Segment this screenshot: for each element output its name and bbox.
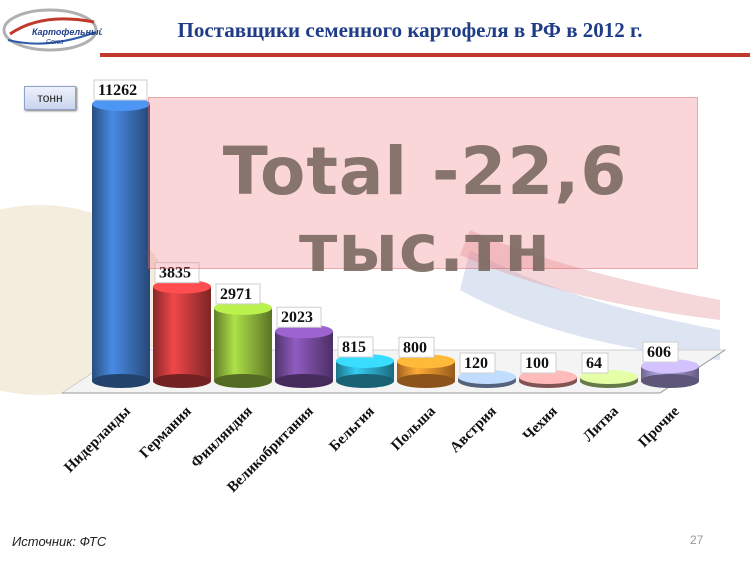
- page-number: 27: [690, 533, 704, 547]
- logo-subtext: Союз: [46, 39, 64, 46]
- category-label-10: Прочие: [636, 403, 684, 451]
- category-label-8: Чехия: [520, 404, 561, 445]
- category-label-9: Литва: [580, 403, 622, 445]
- value-label-8: 100: [520, 352, 557, 374]
- value-label-10: 606: [642, 341, 679, 363]
- source-note: Источник: ФТС: [12, 534, 107, 549]
- svg-text:815: 815: [342, 339, 366, 356]
- value-label-1: 11262: [93, 79, 148, 101]
- category-label-2: Германия: [137, 404, 195, 462]
- value-label-4: 2023: [276, 306, 322, 328]
- value-label-2: 3835: [154, 262, 200, 284]
- svg-text:2023: 2023: [281, 309, 313, 326]
- unit-label: тонн: [24, 86, 76, 110]
- total-banner: Total -22,6 тыс.тн: [222, 133, 628, 287]
- category-label-1: Нидерланды: [61, 403, 134, 476]
- svg-text:100: 100: [525, 355, 549, 372]
- bar-3: [214, 300, 272, 388]
- kartofelny-soyuz-logo: Картофельный Союз: [2, 8, 102, 52]
- category-label-5: Бельгия: [327, 404, 378, 455]
- svg-text:64: 64: [586, 355, 602, 372]
- bar-2: [153, 279, 211, 388]
- bar-10: [641, 359, 699, 388]
- svg-text:120: 120: [464, 355, 488, 372]
- value-label-9: 64: [581, 352, 609, 374]
- value-label-5: 815: [337, 336, 374, 358]
- value-label-7: 120: [459, 352, 496, 374]
- svg-text:11262: 11262: [98, 82, 137, 99]
- bar-5: [336, 353, 394, 388]
- category-label-7: Австрия: [447, 404, 500, 457]
- svg-text:800: 800: [403, 339, 427, 356]
- bar-6: [397, 354, 455, 388]
- header-bar: [0, 0, 750, 57]
- value-label-6: 800: [398, 336, 435, 358]
- svg-text:2971: 2971: [220, 286, 252, 303]
- category-label-6: Польша: [388, 403, 439, 454]
- value-label-3: 2971: [215, 283, 261, 305]
- logo-text: Картофельный: [32, 27, 102, 37]
- svg-text:606: 606: [647, 344, 671, 361]
- svg-text:3835: 3835: [159, 265, 191, 282]
- header-divider: [100, 53, 750, 57]
- bar-4: [275, 324, 333, 388]
- total-banner-box: [148, 97, 698, 269]
- page-title: Поставщики семенного картофеля в РФ в 20…: [177, 18, 643, 42]
- category-label-3: Финляндия: [188, 404, 256, 472]
- bar-1: [92, 97, 150, 388]
